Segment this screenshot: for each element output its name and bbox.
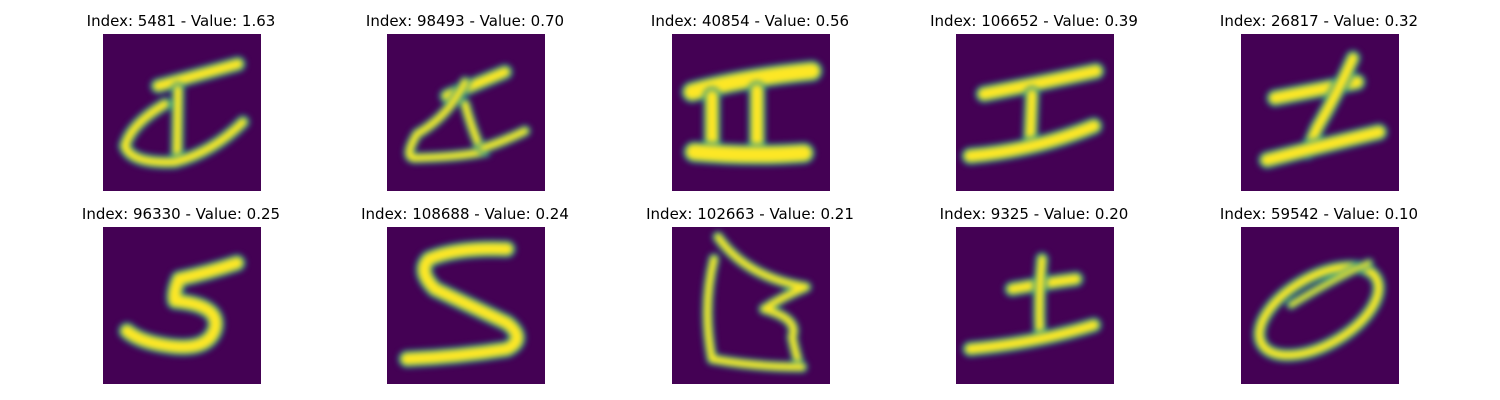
panel-title: Index: 96330 - Value: 0.25 — [81, 205, 281, 223]
glyph-shape — [118, 254, 246, 356]
glyph-svg — [681, 60, 823, 166]
glyph-shape — [962, 252, 1102, 357]
glyph-shape — [1258, 50, 1388, 169]
glyph-image — [103, 227, 261, 384]
glyph-shape — [681, 60, 823, 166]
glyph-shape — [398, 239, 526, 368]
glyph-image — [1241, 34, 1399, 191]
glyph-image — [387, 34, 545, 191]
panel-title: Index: 106652 - Value: 0.39 — [930, 12, 1138, 30]
panel-title: Index: 98493 - Value: 0.70 — [365, 12, 565, 30]
panel-3: Index: 40854 - Value: 0.56 — [640, 11, 860, 201]
panel-title: Index: 59542 - Value: 0.10 — [1219, 205, 1419, 223]
glyph-image — [672, 227, 830, 384]
panel-title: Index: 9325 - Value: 0.20 — [939, 205, 1129, 223]
panel-title: Index: 26817 - Value: 0.32 — [1219, 12, 1419, 30]
glyph-image — [103, 34, 261, 191]
panel-6: Index: 96330 - Value: 0.25 — [71, 204, 291, 394]
glyph-image — [956, 34, 1114, 191]
glyph-image — [387, 227, 545, 384]
panel-1: Index: 5481 - Value: 1.63 — [71, 11, 291, 201]
panel-4: Index: 106652 - Value: 0.39 — [924, 11, 1144, 201]
glyph-svg — [403, 64, 531, 165]
glyph-image — [672, 34, 830, 191]
glyph-svg — [1258, 50, 1388, 169]
glyph-svg — [1252, 258, 1386, 363]
panel-7: Index: 108688 - Value: 0.24 — [355, 204, 575, 394]
glyph-shape — [117, 56, 250, 170]
glyph-image — [956, 227, 1114, 384]
glyph-svg — [962, 252, 1102, 357]
panel-5: Index: 26817 - Value: 0.32 — [1209, 11, 1429, 201]
glyph-shape — [701, 231, 812, 373]
glyph-image — [1241, 227, 1399, 384]
panel-title: Index: 102663 - Value: 0.21 — [646, 205, 854, 223]
panel-title: Index: 5481 - Value: 1.63 — [86, 12, 276, 30]
panel-9: Index: 9325 - Value: 0.20 — [924, 204, 1144, 394]
panel-2: Index: 98493 - Value: 0.70 — [355, 11, 575, 201]
glyph-svg — [701, 231, 812, 373]
glyph-shape — [403, 64, 531, 165]
glyph-shape — [961, 62, 1105, 165]
glyph-svg — [961, 62, 1105, 165]
panel-10: Index: 59542 - Value: 0.10 — [1209, 204, 1429, 394]
panel-title: Index: 108688 - Value: 0.24 — [361, 205, 569, 223]
glyph-svg — [118, 254, 246, 356]
glyph-svg — [117, 56, 250, 170]
glyph-svg — [398, 239, 526, 368]
glyph-shape — [1252, 258, 1386, 363]
panel-title: Index: 40854 - Value: 0.56 — [650, 12, 850, 30]
panel-8: Index: 102663 - Value: 0.21 — [640, 204, 860, 394]
